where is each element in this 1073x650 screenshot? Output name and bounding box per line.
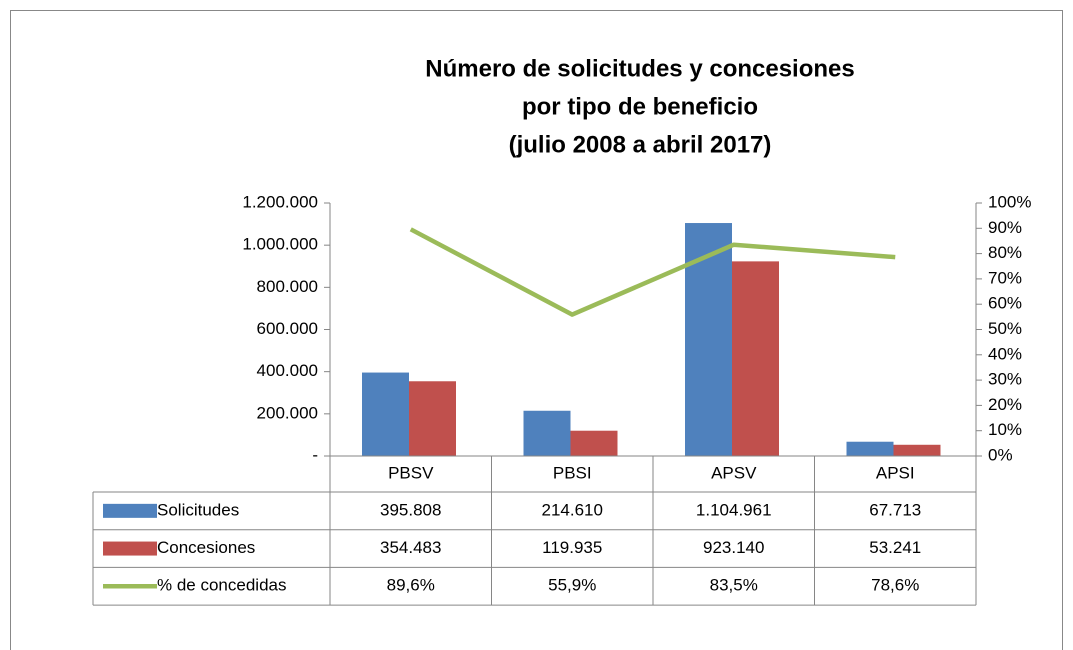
bar xyxy=(893,444,941,456)
x-tick-label: PBSI xyxy=(553,463,592,482)
y2-tick-label: 90% xyxy=(988,218,1022,237)
y2-tick-label: 20% xyxy=(988,395,1022,414)
bar xyxy=(409,381,456,456)
table-value: 923.140 xyxy=(703,538,764,557)
table-value: 214.610 xyxy=(542,500,603,519)
y-tick-label: 1.200.000 xyxy=(242,192,318,211)
legend-label: Solicitudes xyxy=(157,500,239,519)
x-tick-label: APSV xyxy=(711,463,757,482)
y-tick-label: 1.000.000 xyxy=(242,235,318,254)
table-value: 67.713 xyxy=(869,500,921,519)
table-value: 83,5% xyxy=(710,576,758,595)
legend-label: % de concedidas xyxy=(157,576,286,595)
y-tick-label: 800.000 xyxy=(257,277,318,296)
table-value: 354.483 xyxy=(380,538,441,557)
y2-tick-label: 0% xyxy=(988,445,1013,464)
bar xyxy=(362,372,409,456)
y-tick-label: 200.000 xyxy=(257,403,318,422)
table-value: 78,6% xyxy=(871,576,919,595)
y2-tick-label: 60% xyxy=(988,294,1022,313)
bar xyxy=(846,441,894,456)
chart-frame xyxy=(10,10,1063,650)
y2-tick-label: 10% xyxy=(988,420,1022,439)
legend-key xyxy=(103,503,157,518)
table-value: 1.104.961 xyxy=(696,500,772,519)
y-tick-label: 400.000 xyxy=(257,361,318,380)
line-series xyxy=(409,227,896,317)
y-tick-label: 600.000 xyxy=(257,319,318,338)
y2-tick-label: 40% xyxy=(988,344,1022,363)
bar xyxy=(523,410,571,456)
x-tick-label: APSI xyxy=(876,463,915,482)
chart-title: (julio 2008 a abril 2017) xyxy=(509,131,772,158)
table-value: 395.808 xyxy=(380,500,441,519)
table-value: 119.935 xyxy=(542,538,602,557)
y2-tick-label: 80% xyxy=(988,243,1022,262)
y2-tick-label: 70% xyxy=(988,268,1022,287)
bar xyxy=(732,261,779,456)
legend-label: Concesiones xyxy=(157,538,255,557)
table-value: 55,9% xyxy=(548,576,596,595)
y2-tick-label: 30% xyxy=(988,370,1022,389)
table-value: 89,6% xyxy=(387,576,435,595)
bar xyxy=(570,430,618,456)
legend-key xyxy=(103,541,157,556)
y2-tick-label: 50% xyxy=(988,319,1022,338)
x-tick-label: PBSV xyxy=(388,463,434,482)
y-tick-label: - xyxy=(312,445,318,464)
chart-title: Número de solicitudes y concesiones xyxy=(425,55,854,82)
table-value: 53.241 xyxy=(869,538,921,557)
chart-title: por tipo de beneficio xyxy=(522,93,758,120)
y2-tick-label: 100% xyxy=(988,192,1031,211)
